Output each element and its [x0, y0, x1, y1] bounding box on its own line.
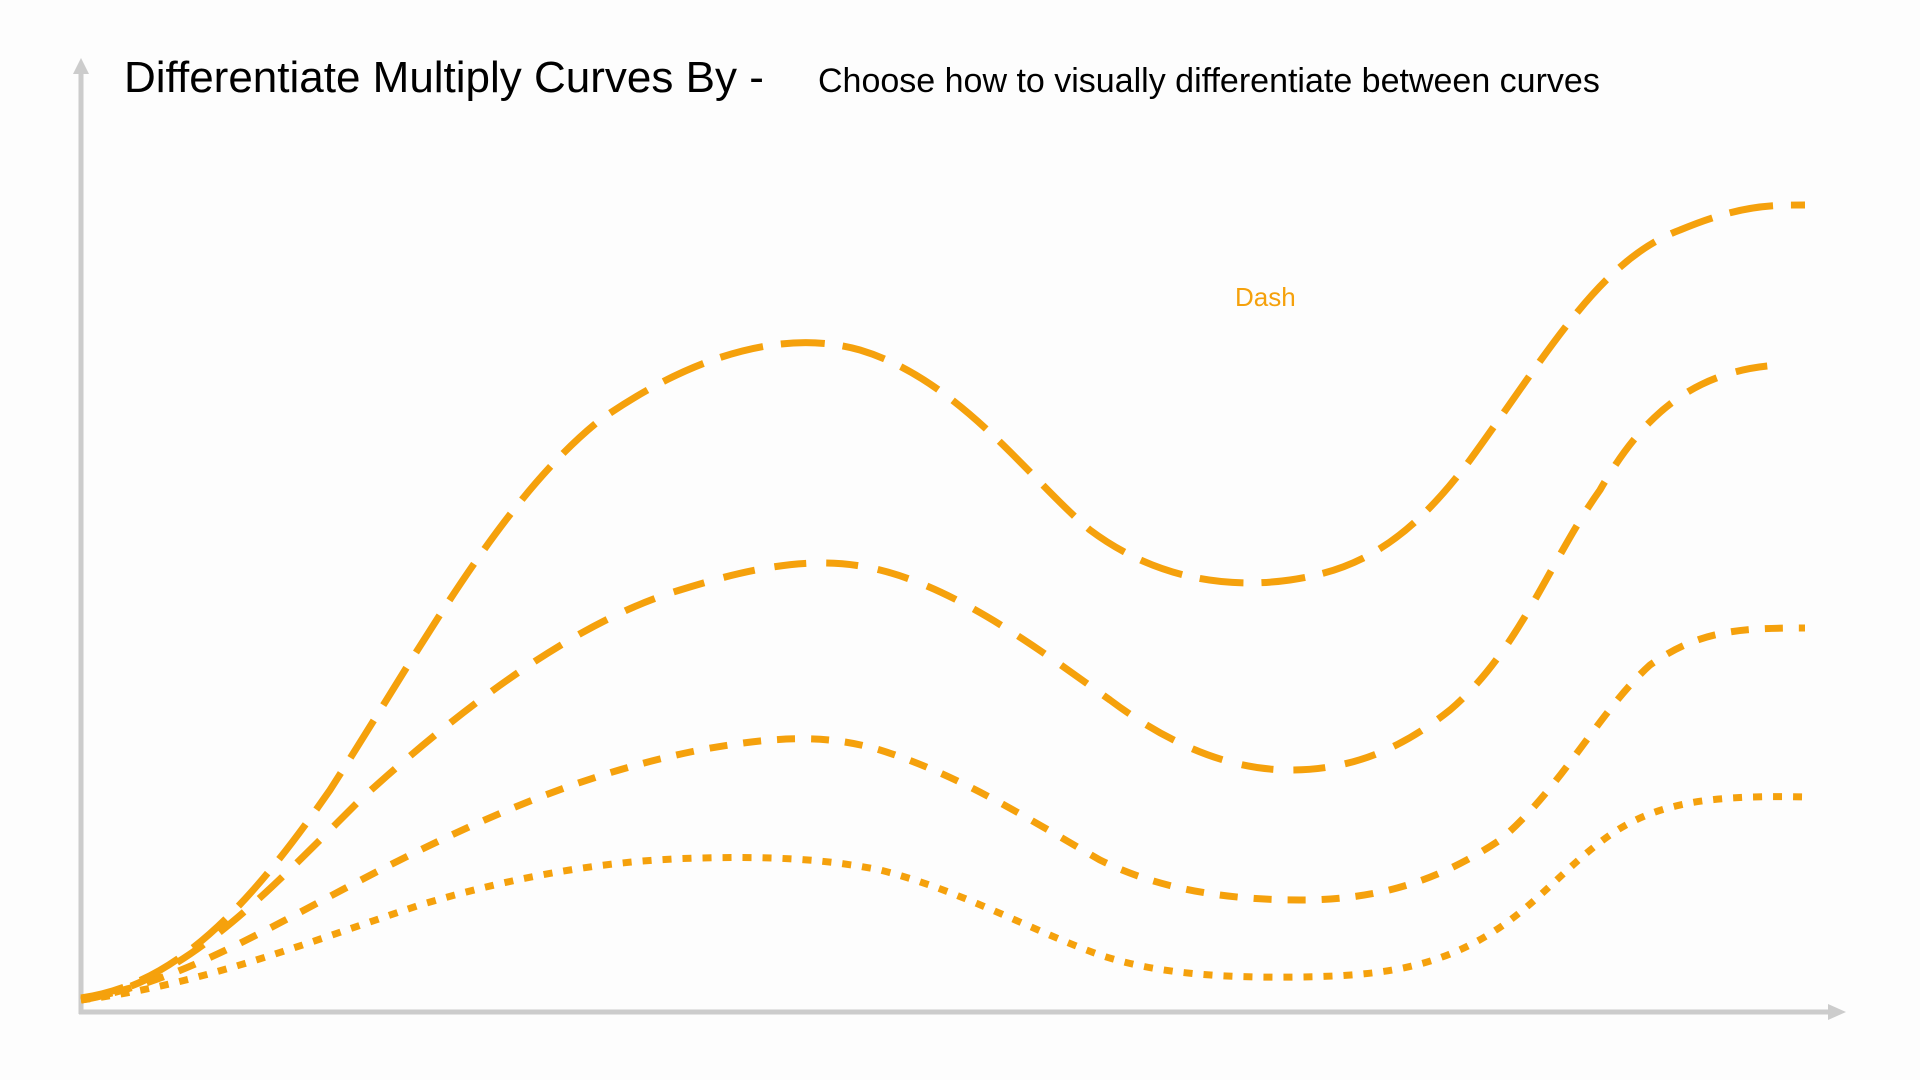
- legend-label-dash: Dash: [1235, 282, 1296, 312]
- curve-long-dash: [80, 201, 1806, 1002]
- diagram-title: Differentiate Multiply Curves By -: [124, 53, 764, 102]
- curve-medium-dash: [80, 361, 1781, 1004]
- diagram-subtitle: Choose how to visually differentiate bet…: [818, 62, 1600, 100]
- x-axis-arrowhead: [1828, 1004, 1846, 1020]
- curves: [80, 201, 1809, 1004]
- curve-short-dash: [80, 624, 1806, 1004]
- curve-dotted: [80, 793, 1809, 1004]
- axes: [73, 58, 1846, 1020]
- y-axis-arrowhead: [73, 58, 89, 74]
